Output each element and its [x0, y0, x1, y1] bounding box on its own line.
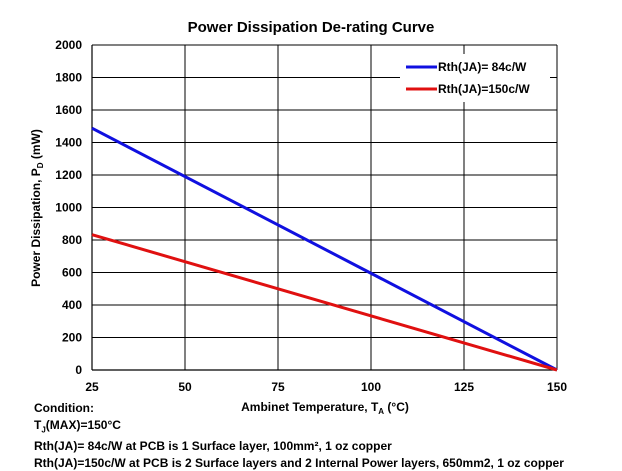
legend-label-1: Rth(JA)= 84c/W	[438, 60, 527, 74]
series-line-1	[91, 126, 558, 372]
series-line-2	[91, 233, 558, 372]
y-tick-label: 800	[62, 233, 82, 247]
conditions-heading: Condition:	[34, 401, 94, 415]
junction-temperature-note: TJ(MAX)=150°C	[34, 417, 121, 434]
conditions-notes: Condition: TJ(MAX)=150°C Rth(JA)= 84c/W …	[34, 400, 564, 471]
plot-area: 0 200 400 600 800 1000 1200 1400 1600 1800 2000 25 5…	[55, 38, 567, 394]
x-tick-label: 50	[178, 380, 192, 394]
y-tick-label: 0	[75, 363, 82, 377]
y-tick-label: 1200	[55, 168, 82, 182]
x-tick-label: 150	[547, 380, 567, 394]
y-tick-label: 600	[62, 266, 82, 280]
x-tick-label: 125	[454, 380, 474, 394]
y-tick-label: 1000	[55, 201, 82, 215]
y-tick-label: 1400	[55, 136, 82, 150]
y-axis-label: Power Dissipation, PD (mW)	[29, 129, 45, 287]
chart-title: Power Dissipation De-rating Curve	[188, 19, 435, 36]
y-tick-label: 1800	[55, 71, 82, 85]
y-tick-label: 1600	[55, 103, 82, 117]
y-tick-label: 200	[62, 331, 82, 345]
y-tick-label: 2000	[55, 38, 82, 52]
x-axis-label: Ambinet Temperature, TA (°C)	[241, 400, 409, 416]
y-tick-label: 400	[62, 298, 82, 312]
x-tick-label: 100	[361, 380, 381, 394]
x-tick-label: 25	[85, 380, 99, 394]
rth-84-note: Rth(JA)= 84c/W at PCB is 1 Surface layer…	[34, 439, 392, 454]
legend-box	[400, 54, 550, 102]
x-tick-label: 75	[271, 380, 285, 394]
rth-150-note: Rth(JA)=150c/W at PCB is 2 Surface layer…	[34, 455, 564, 470]
legend-label-2: Rth(JA)=150c/W	[438, 82, 530, 96]
